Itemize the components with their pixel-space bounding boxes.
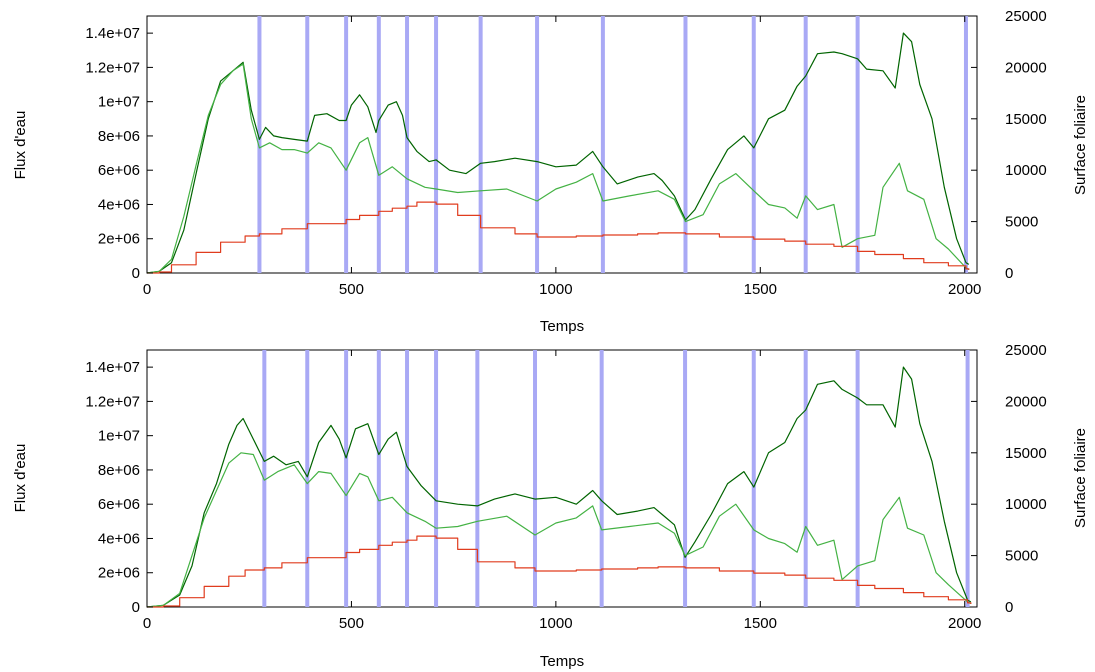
y-tick-label-left-bottom: 4e+06 (98, 530, 140, 547)
y-tick-label-left-bottom: 1.2e+07 (85, 393, 140, 410)
y-tick-label-left-bottom: 1e+07 (98, 428, 140, 445)
y-tick-label-left-top: 1.4e+07 (85, 25, 140, 42)
x-tick-label-top: 2000 (948, 281, 981, 298)
y-axis-label-right-top: Surface foliaire (1072, 95, 1089, 195)
x-tick-label-bottom: 0 (143, 615, 151, 632)
plot-area-top (146, 15, 978, 274)
x-tick-label-top: 0 (143, 281, 151, 298)
x-axis-label-top: Temps (540, 318, 584, 335)
y-tick-label-right-bottom: 10000 (1005, 496, 1047, 513)
series-layer-bottom (146, 366, 972, 608)
y-tick-label-right-bottom: 20000 (1005, 393, 1047, 410)
axes-bottom: 0 500 1000 1500 200002e+064e+066e+068e+061e+… (85, 342, 1046, 632)
series-line-bottom-1 (146, 366, 972, 608)
y-tick-label-left-bottom: 6e+06 (98, 496, 140, 513)
plot-area-bottom (146, 349, 978, 608)
axes-top: 0 500 1000 1500 200002e+064e+066e+068e+061e+… (85, 8, 1046, 298)
y-tick-label-left-bottom: 2e+06 (98, 565, 140, 582)
y-tick-label-left-top: 0 (132, 265, 140, 282)
y-tick-label-right-bottom: 0 (1005, 599, 1013, 616)
y-tick-label-right-top: 0 (1005, 265, 1013, 282)
y-tick-label-left-bottom: 0 (132, 599, 140, 616)
y-axis-label-right-bottom: Surface foliaire (1072, 428, 1089, 528)
x-tick-label-bottom: 500 (339, 615, 364, 632)
series-line-bottom-2 (146, 452, 972, 608)
y-tick-label-left-top: 1e+07 (98, 94, 140, 111)
y-tick-label-right-top: 25000 (1005, 8, 1047, 25)
series-line-top-2 (146, 63, 970, 274)
series-layer-top (146, 32, 970, 274)
x-tick-label-bottom: 1500 (744, 615, 777, 632)
series-line-top-3 (147, 201, 970, 274)
y-tick-label-right-bottom: 5000 (1005, 548, 1038, 565)
y-tick-label-right-top: 15000 (1005, 111, 1047, 128)
y-tick-label-right-bottom: 15000 (1005, 445, 1047, 462)
x-tick-label-bottom: 2000 (948, 615, 981, 632)
x-tick-label-top: 500 (339, 281, 364, 298)
y-tick-label-left-top: 6e+06 (98, 162, 140, 179)
y-tick-label-right-top: 10000 (1005, 162, 1047, 179)
x-axis-label-bottom: Temps (540, 653, 584, 670)
y-tick-label-left-top: 1.2e+07 (85, 59, 140, 76)
x-tick-label-top: 1500 (744, 281, 777, 298)
series-line-top-1 (146, 32, 970, 274)
y-tick-label-right-top: 20000 (1005, 59, 1047, 76)
y-tick-label-left-bottom: 8e+06 (98, 462, 140, 479)
y-tick-label-right-top: 5000 (1005, 214, 1038, 231)
y-tick-label-left-top: 4e+06 (98, 196, 140, 213)
y-tick-label-left-bottom: 1.4e+07 (85, 359, 140, 376)
y-axis-label-left-top: Flux d'eau (12, 111, 29, 180)
y-tick-label-right-bottom: 25000 (1005, 342, 1047, 359)
y-tick-label-left-top: 8e+06 (98, 128, 140, 145)
chart-panel-bottom: 0 500 1000 1500 200002e+064e+066e+068e+061e+… (12, 342, 1089, 670)
chart-panel-top: 0 500 1000 1500 200002e+064e+066e+068e+061e+… (12, 8, 1089, 335)
y-axis-label-left-bottom: Flux d'eau (12, 444, 29, 513)
series-line-bottom-3 (147, 535, 972, 608)
x-tick-label-top: 1000 (539, 281, 572, 298)
vertical-markers-bottom (262, 350, 970, 607)
x-tick-label-bottom: 1000 (539, 615, 572, 632)
y-tick-label-left-top: 2e+06 (98, 231, 140, 248)
